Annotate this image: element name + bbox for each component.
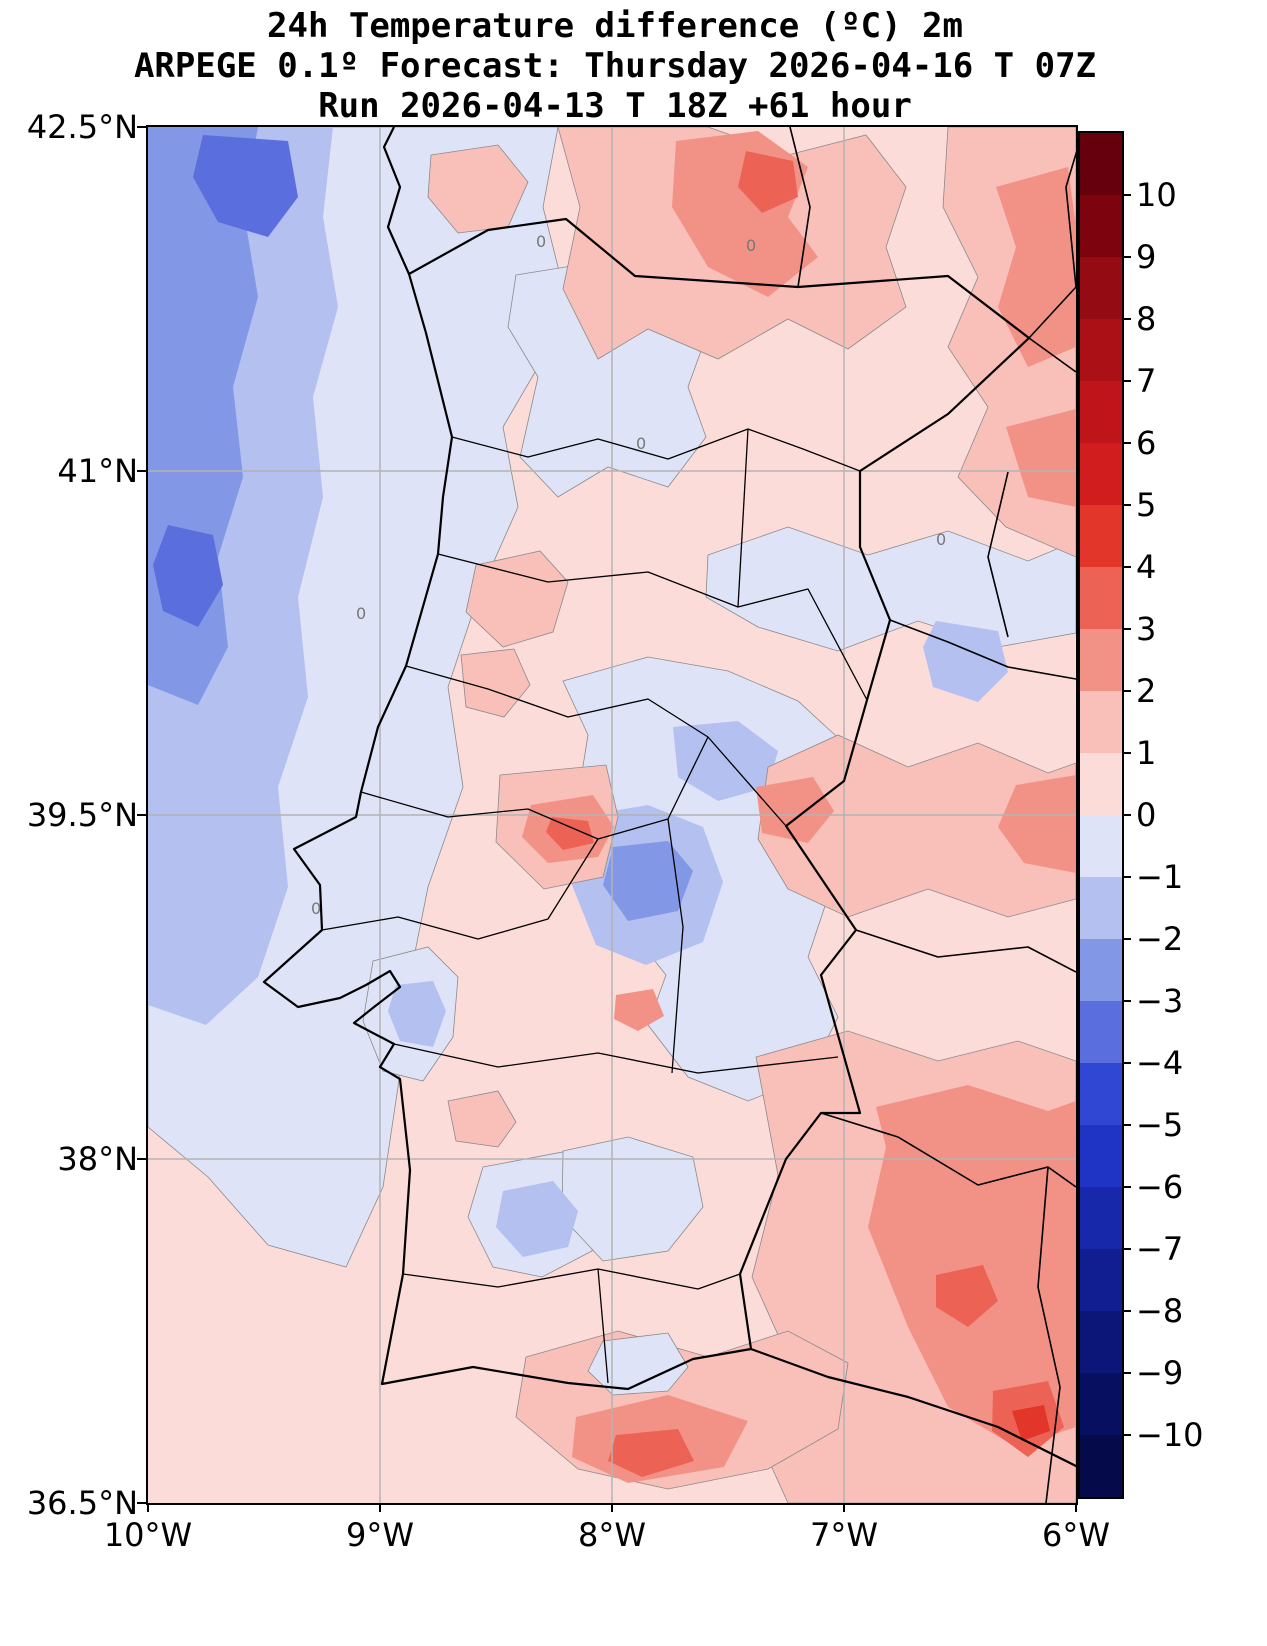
colorbar-segment [1080, 1311, 1122, 1373]
contour-label: 0 [536, 232, 546, 251]
chart-header: 24h Temperature difference (ºC) 2m ARPEG… [90, 6, 1140, 126]
colorbar-segment [1080, 1187, 1122, 1249]
anomaly-fill-4-5 [1012, 1405, 1050, 1441]
lon-tick-label: 10°W [103, 1516, 193, 1554]
colorbar-tick-label: −3 [1136, 982, 1184, 1020]
colorbar-tick-label: −4 [1136, 1044, 1184, 1082]
lat-tick-mark [137, 1158, 146, 1160]
colorbar-tick-label: 9 [1136, 238, 1157, 276]
colorbar-segment [1080, 877, 1122, 939]
colorbar-segment [1080, 319, 1122, 381]
colorbar-segment [1080, 505, 1122, 567]
colorbar-segment [1080, 1125, 1122, 1187]
lat-tick-label: 39.5°N [26, 796, 138, 834]
chart-title: 24h Temperature difference (ºC) 2m [267, 6, 963, 46]
lat-tick-mark [137, 470, 146, 472]
colorbar-segment [1080, 567, 1122, 629]
colorbar-tick-label: −2 [1136, 920, 1184, 958]
lat-tick-label: 38°N [57, 1140, 138, 1178]
colorbar-tick-label: 6 [1136, 424, 1157, 462]
chart-subtitle: ARPEGE 0.1º Forecast: Thursday 2026-04-1… [133, 46, 1097, 86]
colorbar-segment [1080, 1249, 1122, 1311]
colorbar-tick-label: 8 [1136, 300, 1157, 338]
colorbar-segment [1080, 257, 1122, 319]
portugal-district-borders [321, 428, 868, 1384]
colorbar-segment [1080, 1373, 1122, 1435]
colorbar-segment [1080, 195, 1122, 257]
chart-run-info: Run 2026-04-13 T 18Z +61 hour [318, 86, 912, 126]
colorbar-segment [1080, 443, 1122, 505]
contour-label: 0 [746, 236, 756, 255]
lat-tick-mark [137, 1502, 146, 1504]
gridlines [148, 127, 1076, 1503]
lon-tick-label: 7°W [810, 1516, 878, 1554]
temperature-difference-map: 0 0 0 0 0 0 [148, 127, 1076, 1503]
colorbar-segment [1080, 381, 1122, 443]
colorbar-segment [1080, 939, 1122, 1001]
contour-label: 0 [636, 434, 646, 453]
colorbar-tick-label: −7 [1136, 1230, 1184, 1268]
colorbar-tick-label: −5 [1136, 1106, 1184, 1144]
colorbar-tick-label: 0 [1136, 796, 1157, 834]
colorbar-segment [1080, 1435, 1122, 1497]
colorbar-segment [1080, 133, 1122, 195]
colorbar-tick-label: −9 [1136, 1354, 1184, 1392]
colorbar-tick-label: 3 [1136, 610, 1157, 648]
colorbar-tick-label: −8 [1136, 1292, 1184, 1330]
colorbar-tick-label: 10 [1136, 176, 1177, 214]
colorbar-segment [1080, 753, 1122, 815]
colorbar-tick-label: 5 [1136, 486, 1157, 524]
colorbar-segment [1080, 629, 1122, 691]
lat-tick-label: 41°N [57, 452, 138, 490]
contour-label: 0 [936, 530, 946, 549]
map-plot-area: 0 0 0 0 0 0 [146, 125, 1078, 1505]
anomaly-fill-minus4-minus3 [153, 135, 298, 627]
lon-tick-label: 6°W [1042, 1516, 1110, 1554]
colorbar-segment [1080, 1063, 1122, 1125]
colorbar-tick-label: 2 [1136, 672, 1157, 710]
colorbar-tick-label: −10 [1136, 1416, 1204, 1454]
colorbar-tick-label: 1 [1136, 734, 1157, 772]
lon-tick-label: 9°W [346, 1516, 414, 1554]
lon-tick-label: 8°W [578, 1516, 646, 1554]
colorbar-tick-label: −6 [1136, 1168, 1184, 1206]
colorbar-tick-label: 4 [1136, 548, 1157, 586]
contour-label: 0 [311, 899, 321, 918]
lat-tick-mark [137, 814, 146, 816]
colorbar-segment [1080, 691, 1122, 753]
anomaly-fill-3-4 [546, 151, 1064, 1477]
spain-province-borders [789, 127, 1076, 1503]
colorbar-tick-label: −1 [1136, 858, 1184, 896]
colorbar-segment [1080, 1001, 1122, 1063]
lat-tick-mark [137, 126, 146, 128]
zero-contour-labels: 0 0 0 0 0 0 [311, 232, 946, 918]
colorbar-segment [1080, 815, 1122, 877]
anomaly-island-minus1-0 [587, 1332, 689, 1396]
portugal-coastline-border [262, 127, 1076, 1468]
colorbar-tick-label: 7 [1136, 362, 1157, 400]
colorbar [1078, 131, 1124, 1499]
lat-tick-label: 36.5°N [26, 1484, 138, 1522]
contour-label: 0 [356, 604, 366, 623]
